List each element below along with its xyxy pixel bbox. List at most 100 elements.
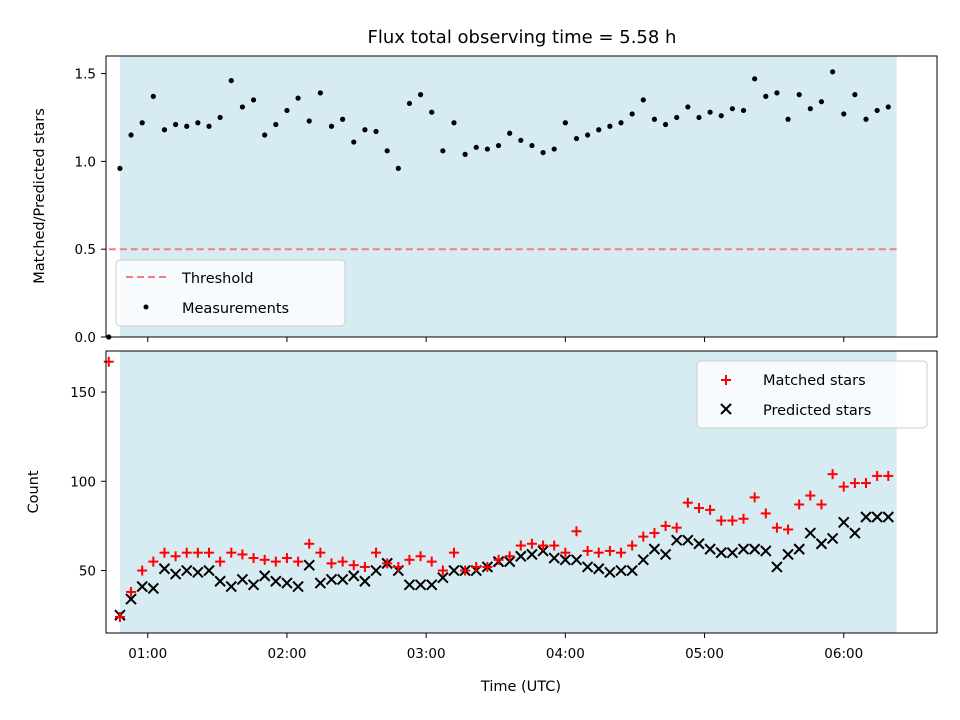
matched-star-point	[437, 565, 448, 576]
measurement-point	[696, 114, 702, 121]
predicted-star-mark-b	[158, 563, 171, 575]
predicted-star-mark-b	[181, 564, 193, 577]
predicted-star-mark-b	[258, 570, 271, 582]
predicted-star-point	[236, 573, 249, 586]
predicted-star-point	[626, 564, 638, 577]
predicted-star-point	[247, 579, 260, 591]
predicted-star-mark-b	[515, 550, 527, 562]
measurement-point	[273, 121, 279, 128]
measurement-point	[195, 120, 201, 126]
predicted-star-point	[793, 543, 805, 555]
predicted-star-point	[682, 534, 694, 546]
predicted-star-mark-b	[715, 546, 727, 559]
top-y-axis-label: Matched/Predicted stars	[32, 108, 48, 284]
matched-star-point	[805, 490, 816, 501]
predicted-star-point	[359, 575, 371, 587]
matched-star-point	[170, 551, 181, 562]
predicted-star-mark-b	[348, 570, 360, 582]
predicted-star-point	[849, 527, 861, 539]
measurement-point	[551, 146, 557, 152]
matched-star-point	[181, 547, 192, 558]
predicted-star-point	[270, 575, 282, 587]
predicted-star-mark-b	[882, 511, 894, 523]
predicted-star-mark-b	[359, 575, 371, 587]
matched-star-point	[293, 556, 304, 567]
bottom-legend: Matched stars Predicted stars	[696, 360, 928, 429]
x-tick-label: 03:00	[407, 646, 446, 662]
matched-star-point	[538, 540, 549, 551]
predicted-star-mark-b	[281, 577, 293, 589]
measurement-point	[128, 132, 134, 138]
predicted-star-point	[559, 554, 572, 566]
predicted-star-mark-b	[303, 559, 315, 571]
measurement-point	[451, 120, 457, 126]
measurement-point	[206, 123, 212, 129]
predicted-star-point	[704, 543, 716, 555]
measurement-point	[395, 165, 401, 171]
measurement-point	[785, 116, 791, 122]
measurement-point	[384, 148, 390, 154]
measurement-point	[685, 104, 691, 110]
predicted-star-point	[158, 563, 171, 575]
matched-star-point	[404, 554, 415, 565]
predicted-star-mark-b	[704, 543, 716, 555]
top-axes-frame	[105, 55, 938, 338]
measurement-point	[473, 144, 479, 150]
predicted-star-mark-b	[225, 580, 237, 593]
matched-star-point	[148, 556, 159, 567]
top-y-tick-label: 1.0	[75, 154, 96, 170]
predicted-star-mark-b	[760, 545, 772, 557]
matched-star-point	[114, 611, 125, 622]
matched-star-point	[616, 547, 627, 558]
predicted-star-point	[214, 575, 226, 587]
predicted-star-mark-b	[336, 573, 349, 586]
predicted-star-mark-b	[670, 534, 683, 546]
matched-star-point	[582, 545, 593, 556]
predicted-star-mark-b	[136, 580, 148, 593]
measurement-point	[796, 92, 802, 98]
matched-star-point	[604, 545, 615, 556]
predicted-star-mark-b	[292, 580, 304, 593]
measurement-point	[640, 97, 646, 103]
measurement-point	[228, 77, 234, 84]
predicted-star-mark-b	[214, 575, 226, 587]
measurement-point	[262, 132, 268, 138]
predicted-star-mark-b	[771, 561, 783, 573]
matched-star-point	[883, 470, 894, 481]
predicted-star-mark-b	[726, 546, 739, 559]
predicted-star-mark-b	[370, 564, 382, 577]
legend-predicted-label: Predicted stars	[763, 403, 871, 419]
matched-star-point	[593, 547, 604, 558]
matched-star-point	[482, 561, 493, 572]
matched-star-point	[326, 558, 337, 569]
predicted-star-mark-b	[626, 564, 638, 577]
predicted-star-point	[336, 573, 349, 586]
bottom-panel: 01:00 02:00 03:00 04:00 05:00 06:00 50100150 …	[26, 350, 938, 695]
measurement-point	[562, 120, 568, 126]
measurement-point	[662, 121, 669, 128]
measurement-point	[217, 114, 223, 121]
measurement-point	[184, 123, 190, 129]
x-tick-label: 02:00	[268, 646, 307, 662]
measurement-point	[117, 165, 123, 171]
bottom-y-tick-label: 50	[79, 564, 96, 580]
predicted-star-mark-b	[804, 527, 817, 539]
predicted-star-point	[648, 543, 661, 555]
matched-star-point	[783, 524, 794, 535]
matched-star-point	[393, 561, 404, 572]
predicted-star-mark-b	[615, 564, 627, 577]
predicted-star-mark-b	[570, 554, 583, 566]
measurement-point	[239, 104, 246, 110]
predicted-star-point	[726, 546, 739, 559]
predicted-star-point	[860, 511, 872, 523]
predicted-star-mark-b	[860, 511, 872, 523]
predicted-star-point	[804, 527, 817, 539]
predicted-star-point	[659, 548, 672, 561]
matched-star-point	[493, 554, 504, 565]
predicted-star-point	[670, 534, 683, 546]
predicted-star-point	[637, 554, 650, 566]
measurement-point	[440, 148, 446, 154]
legend-matched-label: Matched stars	[763, 373, 866, 389]
predicted-star-mark-b	[581, 561, 594, 573]
matched-star-point	[281, 553, 292, 564]
